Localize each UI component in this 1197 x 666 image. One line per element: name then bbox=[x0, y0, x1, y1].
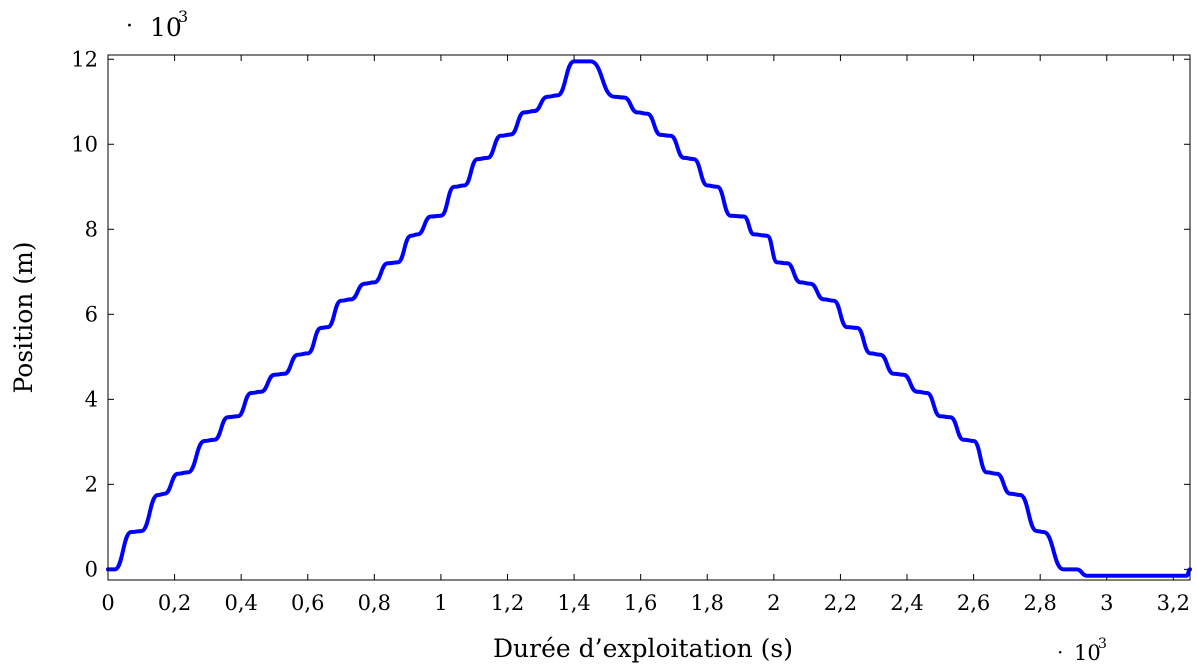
y-tick-label: 8 bbox=[85, 217, 98, 241]
x-axis-title: Durée d’exploitation (s) bbox=[493, 634, 793, 663]
x-tick-label: 1,2 bbox=[491, 591, 524, 615]
y-multiplier-exponent: 3 bbox=[178, 7, 188, 26]
x-tick-label: 1,6 bbox=[624, 591, 657, 615]
x-tick-label: 2,6 bbox=[957, 591, 990, 615]
y-tick-label: 0 bbox=[85, 557, 98, 581]
y-tick-label: 12 bbox=[71, 47, 98, 71]
y-tick-label: 10 bbox=[71, 132, 98, 156]
y-multiplier-base: 10 bbox=[150, 13, 182, 42]
x-tick-label: 0 bbox=[101, 591, 114, 615]
y-tick-label: 4 bbox=[85, 387, 98, 411]
x-multiplier-dot: · bbox=[1057, 640, 1063, 664]
y-tick-label: 2 bbox=[85, 472, 98, 496]
x-tick-label: 0,2 bbox=[158, 591, 191, 615]
position-series-line bbox=[106, 59, 1192, 578]
y-axis-ticks: 0 2 4 6 8 10 12 bbox=[71, 47, 1190, 581]
x-tick-label: 0,8 bbox=[358, 591, 391, 615]
x-tick-label: 0,6 bbox=[291, 591, 324, 615]
x-tick-label: 2,8 bbox=[1023, 591, 1056, 615]
y-tick-label: 6 bbox=[85, 302, 98, 326]
x-tick-label: 3,2 bbox=[1157, 591, 1190, 615]
y-multiplier-dot: · bbox=[126, 14, 133, 39]
x-tick-label: 1 bbox=[434, 591, 447, 615]
x-tick-label: 2 bbox=[767, 591, 780, 615]
y-axis-multiplier: · 10 3 bbox=[126, 7, 188, 42]
x-tick-label: 1,4 bbox=[557, 591, 590, 615]
x-tick-label: 2,4 bbox=[890, 591, 923, 615]
y-axis-title: Position (m) bbox=[9, 241, 38, 393]
x-tick-label: 0,4 bbox=[224, 591, 257, 615]
x-multiplier-base: 10 bbox=[1074, 641, 1101, 665]
x-tick-label: 3 bbox=[1100, 591, 1113, 615]
x-axis-ticks: 0 0,2 0,4 0,6 0,8 1 1,2 1,4 1,6 1,8 2 2,2 2,4 2,6 2,8 3… bbox=[101, 55, 1190, 615]
x-tick-label: 1,8 bbox=[691, 591, 724, 615]
x-tick-label: 2,2 bbox=[824, 591, 857, 615]
x-axis-multiplier: · 10 3 bbox=[1057, 636, 1107, 665]
plot-area-frame bbox=[107, 54, 1191, 581]
x-multiplier-exponent: 3 bbox=[1098, 636, 1107, 652]
